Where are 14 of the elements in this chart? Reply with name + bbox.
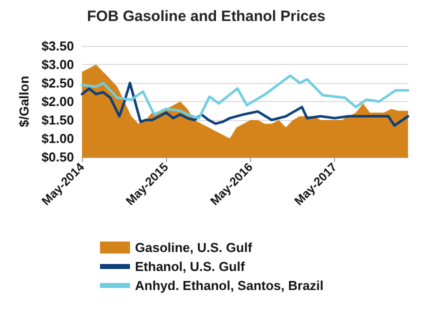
y-tick-label: $3.00 [41, 57, 74, 72]
y-tick-label: $1.00 [41, 131, 74, 146]
y-tick-label: $2.00 [41, 94, 74, 109]
chart-title: FOB Gasoline and Ethanol Prices [87, 8, 326, 25]
legend-label: Ethanol, U.S. Gulf [135, 259, 246, 274]
y-tick-label: $2.50 [41, 76, 74, 90]
y-tick-label: $0.50 [41, 150, 74, 164]
line-series [80, 82, 410, 127]
legend-label: Anhyd. Ethanol, Santos, Brazil [135, 278, 324, 293]
y-tick-label: $3.50 [41, 38, 74, 54]
line-series [80, 74, 410, 120]
y-axis-title: $/Gallon [16, 76, 32, 128]
legend-label: Gasoline, U.S. Gulf [135, 240, 253, 255]
y-tick-label: $1.50 [41, 112, 74, 128]
